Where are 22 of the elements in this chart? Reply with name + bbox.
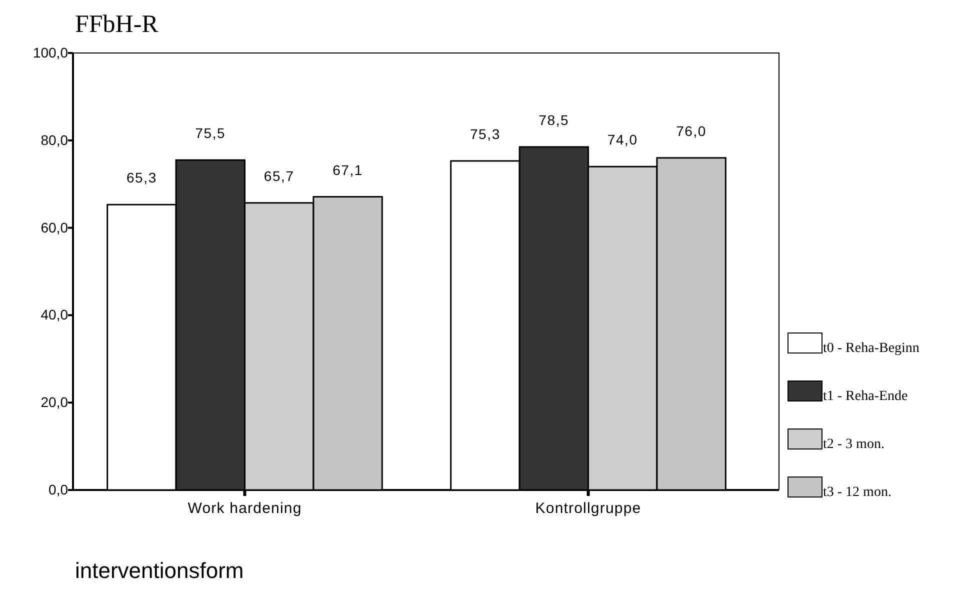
data-label: 74,0 bbox=[607, 132, 638, 148]
data-label: 67,1 bbox=[332, 162, 364, 178]
data-label: 65,3 bbox=[126, 170, 157, 186]
legend-label: t1 - Reha-Ende bbox=[823, 389, 908, 404]
y-tick-label: 0,0 bbox=[48, 481, 68, 498]
y-tick-label: 100,0 bbox=[32, 44, 68, 60]
y-tick-label: 20,0 bbox=[40, 394, 68, 410]
x-tick-label: Work hardening bbox=[188, 500, 302, 517]
chart-title: FFbH-R bbox=[75, 11, 159, 38]
data-label: 75,3 bbox=[470, 126, 500, 142]
data-label: 76,0 bbox=[676, 122, 707, 139]
y-tick-label: 40,0 bbox=[40, 306, 68, 323]
legend-label: t2 - 3 mon. bbox=[823, 437, 884, 452]
data-label: 78,5 bbox=[538, 112, 570, 128]
y-tick-label: 60,0 bbox=[40, 219, 68, 236]
x-axis-title: interventionsform bbox=[75, 558, 244, 583]
data-label: 75,5 bbox=[195, 125, 226, 142]
y-tick-label: 80,0 bbox=[40, 132, 68, 148]
x-tick-label: Kontrollgruppe bbox=[535, 500, 642, 517]
legend-label: t3 - 12 mon. bbox=[823, 485, 892, 500]
data-label: 65,7 bbox=[264, 168, 294, 184]
legend-label: t0 - Reha-Beginn bbox=[823, 341, 920, 356]
